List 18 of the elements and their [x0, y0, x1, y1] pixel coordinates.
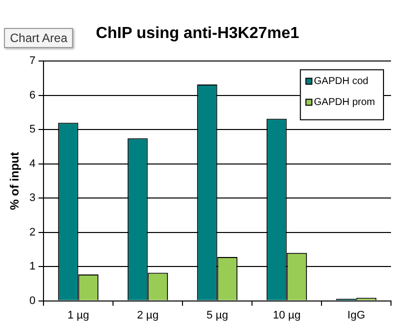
legend-label: GAPDH cod [314, 76, 368, 87]
y-tick-label: 3 [29, 192, 36, 204]
x-tick-label: 10 µg [272, 309, 301, 322]
text: Chart Area [4, 28, 74, 48]
x-tick-label: IgG [347, 309, 366, 322]
y-tick-label: 0 [29, 294, 36, 307]
y-tick-label: 5 [29, 124, 36, 136]
y-tick-label: 7 [29, 55, 36, 68]
y-tick-label: 2 [29, 226, 36, 238]
y-tick-label: 6 [29, 89, 36, 102]
chart-title: ChIP using anti-H3K27me1 [96, 25, 300, 42]
x-tick-label: 1 µg [67, 309, 90, 322]
legend-label: GAPDH prom [314, 96, 375, 108]
y-axis-title: % of input [8, 152, 22, 210]
x-tick-label: 5 µg [206, 309, 228, 322]
y-tick-label: 4 [29, 158, 36, 170]
x-tick-label: 2 µg [136, 309, 159, 322]
y-tick-label: 1 [29, 260, 36, 273]
